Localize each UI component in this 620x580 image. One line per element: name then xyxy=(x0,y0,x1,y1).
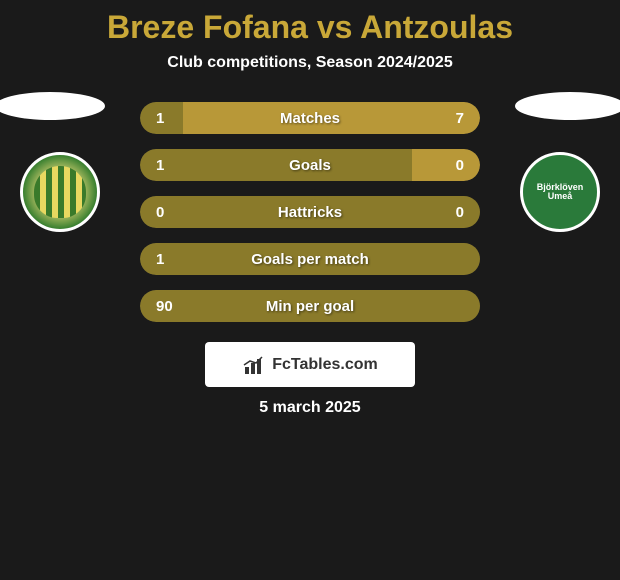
stat-value-left: 1 xyxy=(156,110,164,127)
stat-value-right: 0 xyxy=(456,157,464,174)
club-badge-left xyxy=(20,152,100,232)
page-title: Breze Fofana vs Antzoulas xyxy=(0,8,620,46)
stat-row-goals: 1 0 Goals xyxy=(140,149,480,181)
stat-value-left: 90 xyxy=(156,298,173,315)
brand-badge: FcTables.com xyxy=(205,342,415,387)
stat-value-left: 1 xyxy=(156,157,164,174)
stat-value-left: 1 xyxy=(156,251,164,268)
stat-value-left: 0 xyxy=(156,204,164,221)
content: Björklöven Umeå 1 7 Matches 1 0 Goals 0 0 Hattri… xyxy=(0,102,620,417)
stat-row-min-per-goal: 90 Min per goal xyxy=(140,290,480,322)
stats-container: 1 7 Matches 1 0 Goals 0 0 Hattricks 1 Goals per ma… xyxy=(140,102,480,322)
oval-decoration-left xyxy=(0,92,105,120)
club-badge-right: Björklöven Umeå xyxy=(520,152,600,232)
bjorkloven-logo: Björklöven Umeå xyxy=(520,152,600,232)
stat-label: Goals per match xyxy=(251,251,369,268)
oval-decoration-right xyxy=(515,92,620,120)
stat-value-right: 0 xyxy=(456,204,464,221)
stat-row-matches: 1 7 Matches xyxy=(140,102,480,134)
subtitle: Club competitions, Season 2024/2025 xyxy=(0,54,620,72)
stat-label: Goals xyxy=(289,157,331,174)
stat-row-hattricks: 0 0 Hattricks xyxy=(140,196,480,228)
stat-fill-left xyxy=(140,149,412,181)
stat-label: Hattricks xyxy=(278,204,342,221)
stat-label: Matches xyxy=(280,110,340,127)
club-right-text: Björklöven Umeå xyxy=(528,183,592,203)
date-text: 5 march 2025 xyxy=(0,399,620,417)
header: Breze Fofana vs Antzoulas Club competiti… xyxy=(0,0,620,72)
stat-label: Min per goal xyxy=(266,298,354,315)
stat-fill-right xyxy=(412,149,480,181)
stat-value-right: 7 xyxy=(456,110,464,127)
brand-text: FcTables.com xyxy=(272,356,378,374)
hammarby-logo xyxy=(20,152,100,232)
stat-row-goals-per-match: 1 Goals per match xyxy=(140,243,480,275)
chart-icon xyxy=(242,353,266,377)
